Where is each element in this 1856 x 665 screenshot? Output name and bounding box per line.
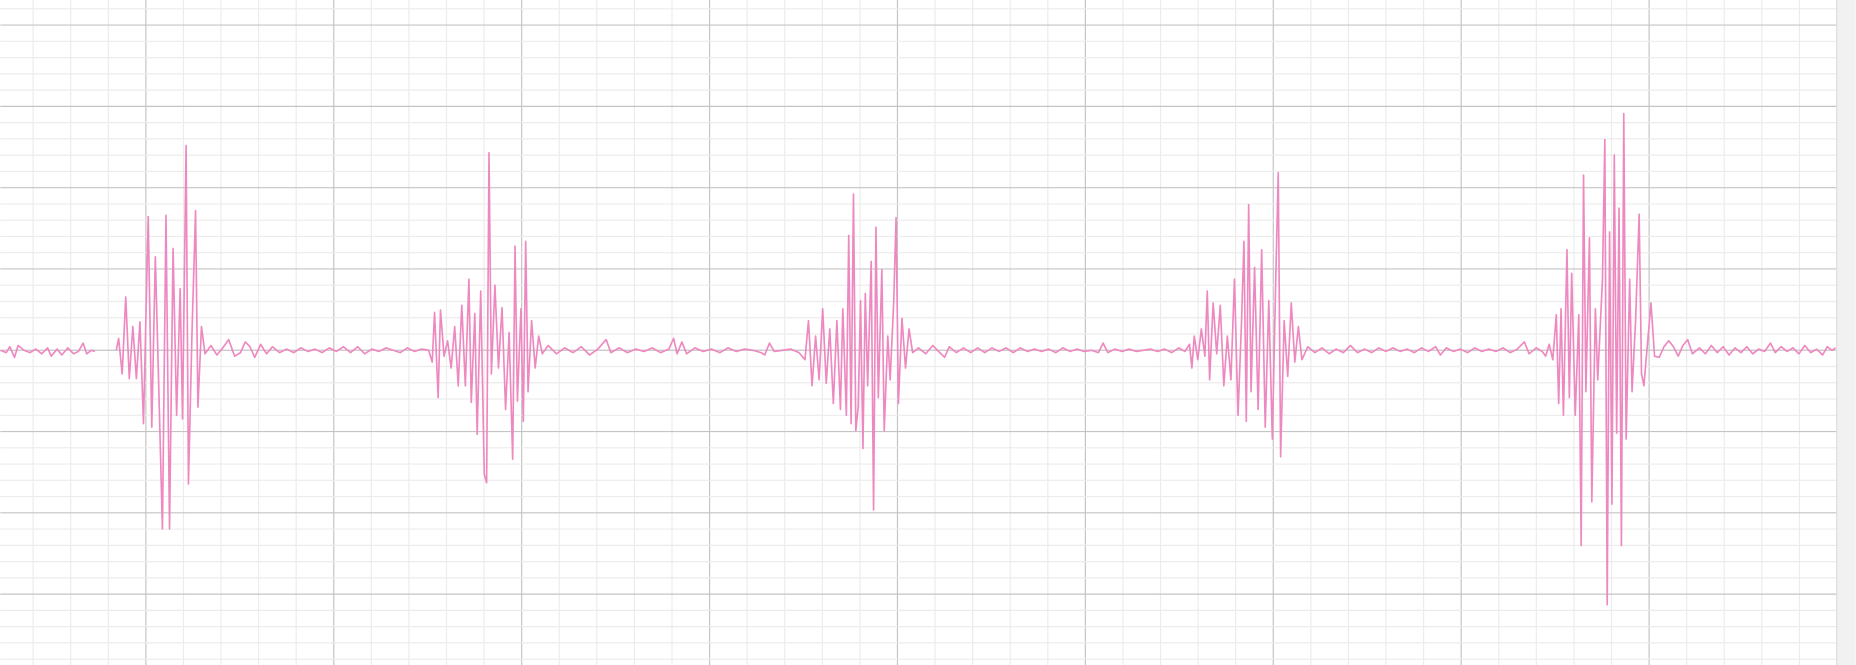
waveform-line (0, 112, 1837, 606)
scrollbar-track[interactable] (1836, 0, 1856, 665)
waveform (0, 112, 1837, 606)
